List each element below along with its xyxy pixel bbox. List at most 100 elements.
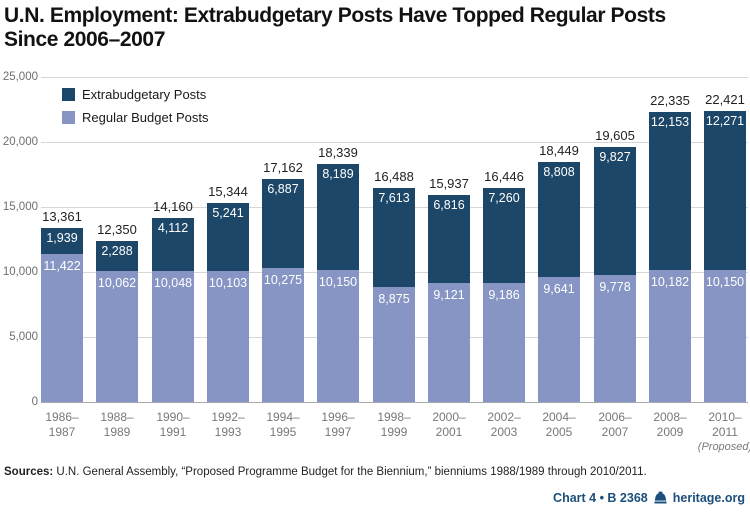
- bar-segment-regular-budget: 9,778: [594, 274, 636, 402]
- chart-reference: Chart 4 • B 2368: [553, 491, 648, 505]
- y-tick-label: 5,000: [9, 331, 38, 343]
- regular-budget-value-label: 9,186: [488, 287, 520, 302]
- regular-budget-value-label: 10,182: [650, 274, 690, 289]
- total-value-label: 22,421: [705, 91, 745, 107]
- bar-segment-regular-budget: 10,275: [262, 268, 304, 402]
- bar-segment-extrabudgetary: 1,939: [41, 228, 83, 254]
- y-tick-label: 25,000: [2, 71, 38, 83]
- extrabudgetary-value-label: 1,939: [46, 231, 78, 246]
- extrabudgetary-value-label: 6,816: [433, 197, 465, 212]
- x-axis-category-label: 1986– 1987: [45, 410, 79, 439]
- x-axis-category-label: 1994– 1995: [266, 410, 300, 439]
- total-value-label: 15,344: [208, 183, 248, 199]
- extrabudgetary-value-label: 7,260: [488, 191, 520, 206]
- bar-segment-regular-budget: 9,641: [538, 276, 580, 402]
- bar-segment-extrabudgetary: 7,260: [483, 188, 525, 283]
- y-tick-label: 0: [31, 396, 38, 408]
- site-link[interactable]: heritage.org: [672, 491, 745, 505]
- extrabudgetary-value-label: 9,827: [599, 150, 631, 165]
- regular-budget-value-label: 10,150: [705, 275, 745, 290]
- regular-budget-value-label: 11,422: [43, 258, 81, 273]
- regular-budget-value-label: 10,275: [263, 273, 303, 288]
- x-axis-baseline: [41, 402, 748, 403]
- regular-budget-value-label: 8,875: [378, 291, 410, 306]
- x-axis-category-label: 1992– 1993: [211, 410, 245, 439]
- legend-label: Extrabudgetary Posts: [82, 87, 207, 102]
- source-note: Sources: U.N. General Assembly, “Propose…: [4, 466, 746, 478]
- chart-title: U.N. Employment: Extrabudgetary Posts Ha…: [4, 4, 746, 52]
- legend-label: Regular Budget Posts: [82, 110, 209, 125]
- regular-budget-value-label: 9,641: [543, 281, 575, 296]
- x-axis-category-label: 2006– 2007: [598, 410, 632, 439]
- extrabudgetary-value-label: 4,112: [157, 220, 189, 235]
- x-axis-category-label: 1990– 1991: [156, 410, 190, 439]
- x-axis-category-label: 2010– 2011 (Proposed): [695, 410, 750, 455]
- extrabudgetary-value-label: 8,189: [322, 166, 354, 181]
- total-value-label: 18,449: [539, 143, 579, 159]
- total-value-label: 13,361: [42, 209, 82, 225]
- extrabudgetary-value-label: 5,241: [212, 205, 244, 220]
- total-value-label: 16,488: [374, 168, 414, 184]
- extrabudgetary-value-label: 6,887: [267, 181, 299, 196]
- bar-segment-extrabudgetary: 5,241: [207, 202, 249, 271]
- source-label: Sources:: [4, 466, 54, 478]
- regular-budget-value-label: 9,121: [433, 288, 465, 303]
- y-tick-label: 10,000: [2, 266, 38, 278]
- legend-swatch: [62, 88, 75, 101]
- proposed-note: (Proposed): [697, 441, 750, 453]
- bar-segment-extrabudgetary: 6,887: [262, 178, 304, 269]
- regular-budget-value-label: 10,103: [208, 275, 248, 290]
- total-value-label: 19,605: [595, 128, 635, 144]
- total-value-label: 22,335: [650, 92, 690, 108]
- bar-segment-extrabudgetary: 8,189: [317, 163, 359, 271]
- bar-segment-extrabudgetary: 2,288: [96, 241, 138, 272]
- bar-segment-extrabudgetary: 4,112: [152, 217, 194, 272]
- extrabudgetary-value-label: 8,808: [543, 165, 575, 180]
- y-tick-label: 20,000: [2, 136, 38, 148]
- bar-segment-extrabudgetary: 6,816: [428, 194, 470, 284]
- extrabudgetary-value-label: 7,613: [378, 190, 410, 205]
- y-gridline: [41, 142, 748, 143]
- regular-budget-value-label: 9,778: [599, 279, 631, 294]
- bar-segment-regular-budget: 10,182: [649, 269, 691, 402]
- regular-budget-value-label: 10,048: [153, 276, 193, 291]
- footer: Chart 4 • B 2368 heritage.org: [553, 491, 745, 505]
- extrabudgetary-value-label: 12,271: [705, 113, 745, 128]
- x-axis-category-label: 1996– 1997: [321, 410, 355, 439]
- bar-segment-regular-budget: 10,103: [207, 270, 249, 402]
- regular-budget-value-label: 10,150: [318, 275, 358, 290]
- total-value-label: 14,160: [153, 198, 193, 214]
- y-gridline: [41, 77, 748, 78]
- bar-segment-extrabudgetary: 7,613: [373, 187, 415, 287]
- liberty-bell-icon: [653, 491, 668, 505]
- total-value-label: 17,162: [263, 159, 303, 175]
- bar-segment-regular-budget: 10,150: [704, 270, 746, 402]
- x-axis-category-label: 2008– 2009: [653, 410, 687, 439]
- bar-segment-extrabudgetary: 9,827: [594, 147, 636, 275]
- total-value-label: 16,446: [484, 169, 524, 185]
- y-tick-label: 15,000: [2, 201, 38, 213]
- x-axis-category-label: 2002– 2003: [487, 410, 521, 439]
- extrabudgetary-value-label: 2,288: [101, 244, 133, 259]
- bar-segment-regular-budget: 10,150: [317, 270, 359, 402]
- regular-budget-value-label: 10,062: [97, 276, 137, 291]
- bar-segment-regular-budget: 8,875: [373, 286, 415, 402]
- total-value-label: 12,350: [97, 222, 137, 238]
- x-axis-category-label: 2000– 2001: [432, 410, 466, 439]
- legend-swatch: [62, 111, 75, 124]
- chart-title-line2: Since 2006–2007: [4, 28, 165, 51]
- total-value-label: 15,937: [429, 175, 469, 191]
- total-value-label: 18,339: [318, 144, 358, 160]
- bar-segment-extrabudgetary: 12,153: [649, 111, 691, 270]
- extrabudgetary-value-label: 12,153: [650, 114, 690, 129]
- bar-segment-regular-budget: 10,062: [96, 271, 138, 402]
- legend-item: Extrabudgetary Posts: [62, 87, 208, 102]
- bar-segment-regular-budget: 11,422: [41, 253, 83, 402]
- x-axis-category-label: 1988– 1989: [100, 410, 134, 439]
- x-axis-category-label: 1998– 1999: [377, 410, 411, 439]
- chart-title-line1: U.N. Employment: Extrabudgetary Posts Ha…: [4, 4, 666, 27]
- legend-item: Regular Budget Posts: [62, 110, 208, 125]
- x-axis-category-label: 2004– 2005: [542, 410, 576, 439]
